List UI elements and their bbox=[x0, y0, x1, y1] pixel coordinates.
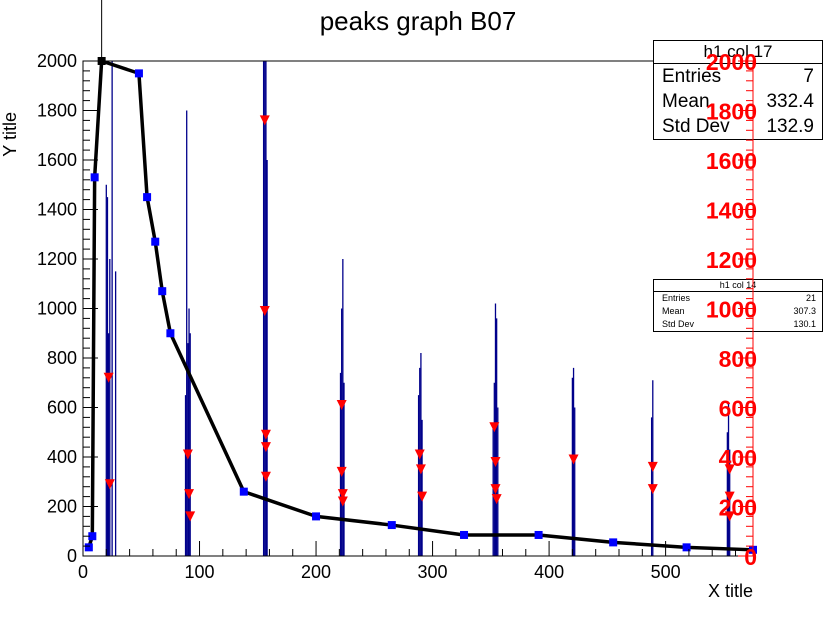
stats-label: Entries bbox=[662, 293, 691, 303]
y-tick-label: 1400 bbox=[37, 200, 77, 220]
peak-marker bbox=[182, 449, 193, 460]
peak-marker bbox=[259, 115, 270, 126]
graph-point bbox=[609, 538, 618, 547]
peak-markers-layer bbox=[103, 115, 735, 522]
stats-box-title: h1 col 14 bbox=[654, 280, 822, 292]
stats-label: Mean bbox=[662, 306, 685, 316]
stats-box-h1-col-17: h1 col 17 Entries 7 Mean 332.4 Std Dev 1… bbox=[653, 40, 823, 140]
stats-value: 307.3 bbox=[793, 306, 816, 316]
y-tick-label: 2000 bbox=[37, 51, 77, 71]
peak-marker bbox=[336, 400, 347, 411]
stats-box-title: h1 col 17 bbox=[654, 41, 822, 64]
x-tick-label: 0 bbox=[78, 562, 88, 582]
stats-label: Std Dev bbox=[662, 319, 695, 329]
graph-point bbox=[90, 173, 99, 182]
stats-label: Entries bbox=[662, 66, 722, 87]
stats-value: 130.1 bbox=[793, 319, 816, 329]
peak-marker bbox=[337, 489, 348, 500]
graph-point bbox=[534, 530, 543, 539]
stats-label: Mean bbox=[662, 91, 710, 112]
graph-point bbox=[158, 287, 167, 296]
y-tick-label: 1000 bbox=[37, 299, 77, 319]
peak-marker bbox=[491, 494, 502, 505]
peak-marker bbox=[568, 454, 579, 465]
y-tick-label: 200 bbox=[47, 497, 77, 517]
stats-value: 7 bbox=[803, 66, 814, 87]
graph-point bbox=[749, 545, 757, 554]
graph-point bbox=[312, 512, 321, 521]
stats-value: 332.4 bbox=[766, 91, 814, 112]
peak-marker bbox=[260, 471, 271, 482]
x-tick-label: 100 bbox=[184, 562, 214, 582]
peak-marker bbox=[647, 461, 658, 472]
graph-point bbox=[97, 57, 106, 65]
y-axis-title: Y title bbox=[0, 112, 20, 157]
x-axis-title: X title bbox=[708, 581, 753, 601]
y-tick-label: 800 bbox=[47, 348, 77, 368]
peak-marker bbox=[490, 456, 501, 467]
peak-marker bbox=[414, 449, 425, 460]
graph-point bbox=[134, 69, 143, 78]
peak-marker bbox=[490, 484, 501, 495]
stats-row-mean: Mean 307.3 bbox=[654, 305, 822, 318]
stats-row-entries: Entries 7 bbox=[654, 64, 822, 89]
stats-value: 21 bbox=[805, 293, 816, 303]
graph-point bbox=[460, 530, 469, 539]
y-tick-label: 400 bbox=[47, 447, 77, 467]
y-tick-label: 1600 bbox=[37, 150, 77, 170]
graph-point bbox=[239, 487, 248, 496]
histogram-layer bbox=[105, 61, 731, 556]
stats-box-h1-col-14: h1 col 14 Entries 21 Mean 307.3 Std Dev … bbox=[653, 279, 823, 332]
x-tick-label: 500 bbox=[651, 562, 681, 582]
stats-row-std-dev: Std Dev 132.9 bbox=[654, 114, 822, 139]
graph-point bbox=[151, 237, 160, 246]
peak-marker bbox=[104, 479, 115, 490]
peak-marker bbox=[724, 464, 735, 475]
peak-marker bbox=[260, 429, 271, 440]
peak-marker bbox=[489, 422, 500, 433]
x-tick-label: 200 bbox=[301, 562, 331, 582]
graph-layer bbox=[84, 0, 757, 554]
peak-marker bbox=[185, 511, 196, 522]
stats-row-entries: Entries 21 bbox=[654, 292, 822, 305]
stats-value: 132.9 bbox=[766, 116, 814, 137]
peak-marker bbox=[184, 489, 195, 500]
peak-marker bbox=[337, 496, 348, 507]
x-tick-label: 300 bbox=[418, 562, 448, 582]
graph-point bbox=[143, 193, 152, 202]
peak-marker bbox=[647, 484, 658, 495]
y-tick-label: 1200 bbox=[37, 249, 77, 269]
peak-marker bbox=[103, 372, 114, 383]
stats-row-std-dev: Std Dev 130.1 bbox=[654, 318, 822, 331]
peak-marker bbox=[417, 491, 428, 502]
axes-layer: 0 100 200 300 400 500 0 200 400 600 800 1000 1200 140… bbox=[37, 51, 737, 582]
y-tick-label: 0 bbox=[67, 546, 77, 566]
peak-marker bbox=[724, 511, 735, 522]
peak-marker bbox=[415, 464, 426, 475]
stats-label: Std Dev bbox=[662, 116, 730, 137]
stats-row-mean: Mean 332.4 bbox=[654, 89, 822, 114]
x-tick-label: 400 bbox=[534, 562, 564, 582]
peak-marker bbox=[260, 442, 271, 453]
graph-point bbox=[682, 543, 691, 552]
y-tick-label: 600 bbox=[47, 398, 77, 418]
chart-title: peaks graph B07 bbox=[320, 6, 517, 36]
peak-marker bbox=[336, 466, 347, 477]
peak-marker bbox=[259, 305, 270, 316]
graph-point bbox=[84, 543, 93, 552]
graph-point bbox=[88, 532, 97, 541]
y-tick-label: 1800 bbox=[37, 101, 77, 121]
graph-point bbox=[166, 329, 175, 338]
graph-point bbox=[387, 521, 396, 530]
peak-marker bbox=[724, 491, 735, 502]
